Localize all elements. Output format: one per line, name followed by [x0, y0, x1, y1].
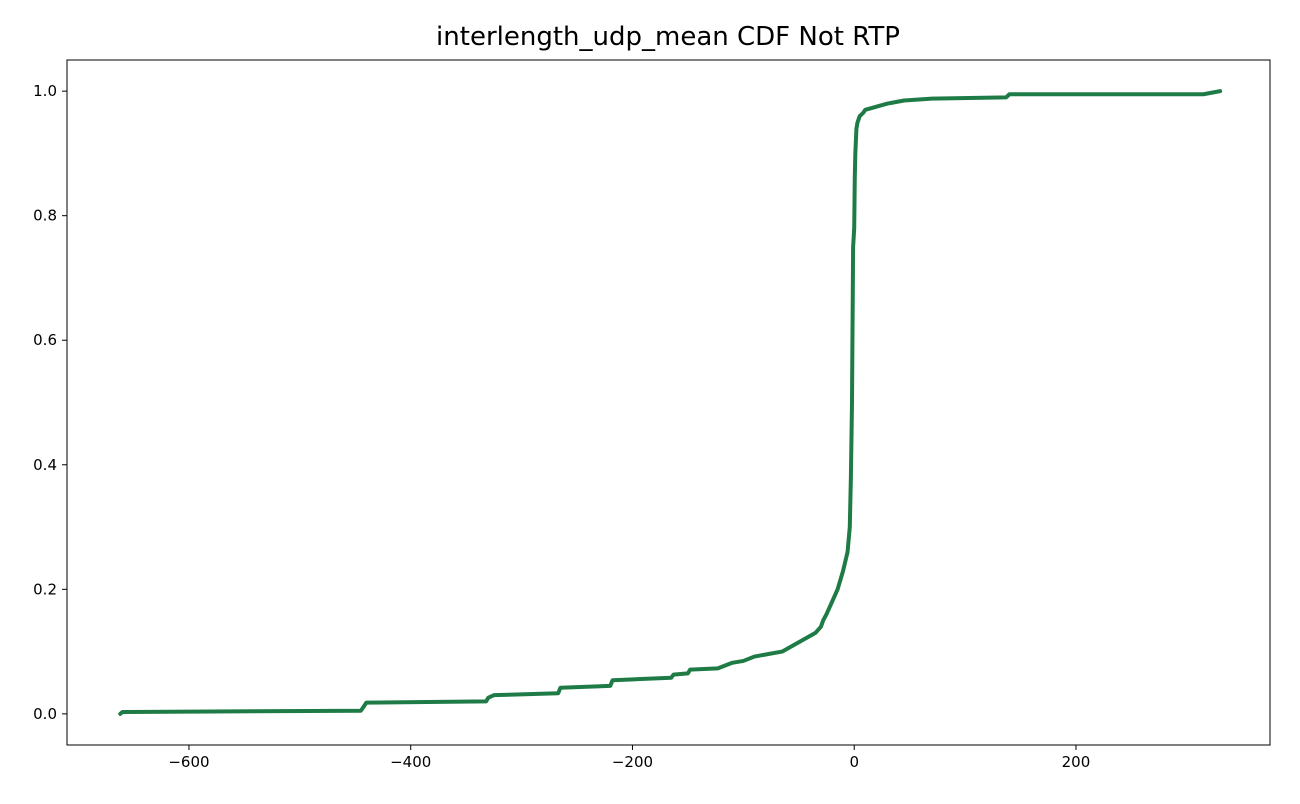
x-axis: −600 −400 −200 0 200 — [168, 745, 1090, 771]
y-tick-label: 0.6 — [33, 331, 57, 349]
y-tick-label: 0.2 — [33, 580, 57, 598]
y-tick-label: 1.0 — [33, 82, 57, 100]
y-tick-label: 0.0 — [33, 705, 57, 723]
x-tick-label: 0 — [849, 753, 859, 771]
chart-title: interlength_udp_mean CDF Not RTP — [436, 22, 900, 52]
axes-frame — [66, 59, 1271, 746]
cdf-series-line — [118, 89, 1223, 716]
y-axis: 0.0 0.2 0.4 0.6 0.8 1.0 — [33, 82, 67, 723]
plot-area — [118, 89, 1223, 716]
y-tick-label: 0.4 — [33, 456, 57, 474]
x-tick-label: −600 — [168, 753, 209, 771]
x-tick-label: −200 — [612, 753, 653, 771]
y-tick-label: 0.8 — [33, 207, 57, 225]
x-tick-label: 200 — [1062, 753, 1091, 771]
x-tick-label: −400 — [390, 753, 431, 771]
